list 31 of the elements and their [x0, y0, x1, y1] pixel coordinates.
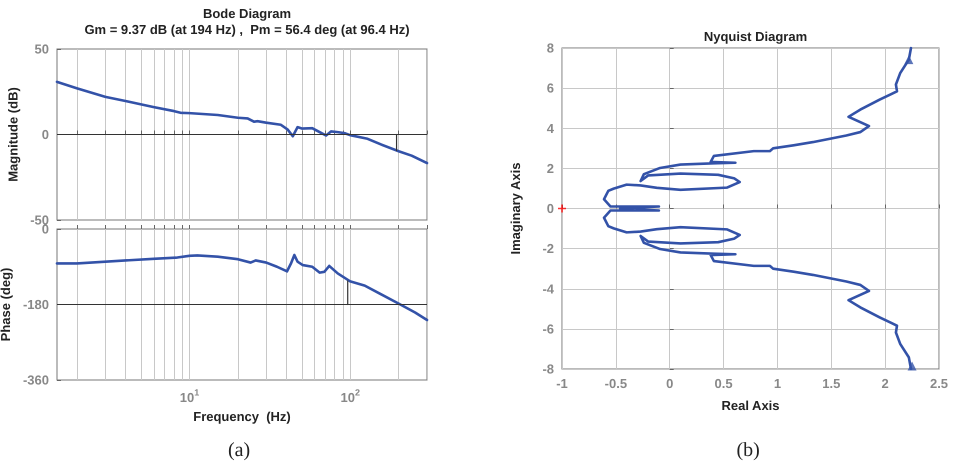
y-axis-title: Phase (deg)	[0, 268, 14, 342]
text: (a)	[228, 439, 250, 461]
y-tick-label: 0	[546, 201, 554, 216]
x-tick-label: -1	[556, 376, 568, 391]
chart-subtitle: Gm = 9.37 dB (at 194 Hz) , Pm = 56.4 deg (at 96.4 Hz)	[84, 22, 410, 37]
y-tick-label: -8	[542, 362, 554, 376]
y-tick-label: 0	[42, 127, 49, 142]
chart-title: Bode Diagram	[202, 6, 292, 21]
x-axis-title: Real Axis	[721, 398, 780, 413]
chart-title: Nyquist Diagram	[704, 29, 808, 44]
y-tick-label: -180	[22, 297, 49, 312]
y-tick-label: 6	[546, 80, 554, 96]
text: (b)	[736, 439, 760, 461]
x-tick-label: 1.5	[822, 376, 840, 391]
y-axis-title: Magnitude (dB)	[5, 87, 20, 182]
x-tick-label: 0.5	[714, 376, 733, 391]
y-tick-label: 8	[546, 40, 554, 56]
y-tick-label: -6	[542, 321, 554, 336]
y-tick-label: 50	[34, 42, 49, 56]
x-axis-title: Frequency (Hz)	[193, 409, 291, 424]
x-tick-label: 2.5	[930, 376, 948, 391]
y-tick-label: 4	[546, 120, 555, 136]
y-tick-label: -4	[542, 281, 555, 296]
y-tick-label: 2	[546, 160, 554, 176]
y-axis-title: Imaginary Axis	[508, 162, 523, 255]
x-tick-label: 2	[882, 376, 889, 391]
y-tick-label: -360	[22, 372, 49, 388]
x-tick-label: 0	[666, 376, 674, 391]
x-tick-label: -0.5	[604, 376, 628, 391]
y-tick-label: -2	[542, 241, 554, 256]
x-tick-label: 1	[774, 376, 782, 391]
